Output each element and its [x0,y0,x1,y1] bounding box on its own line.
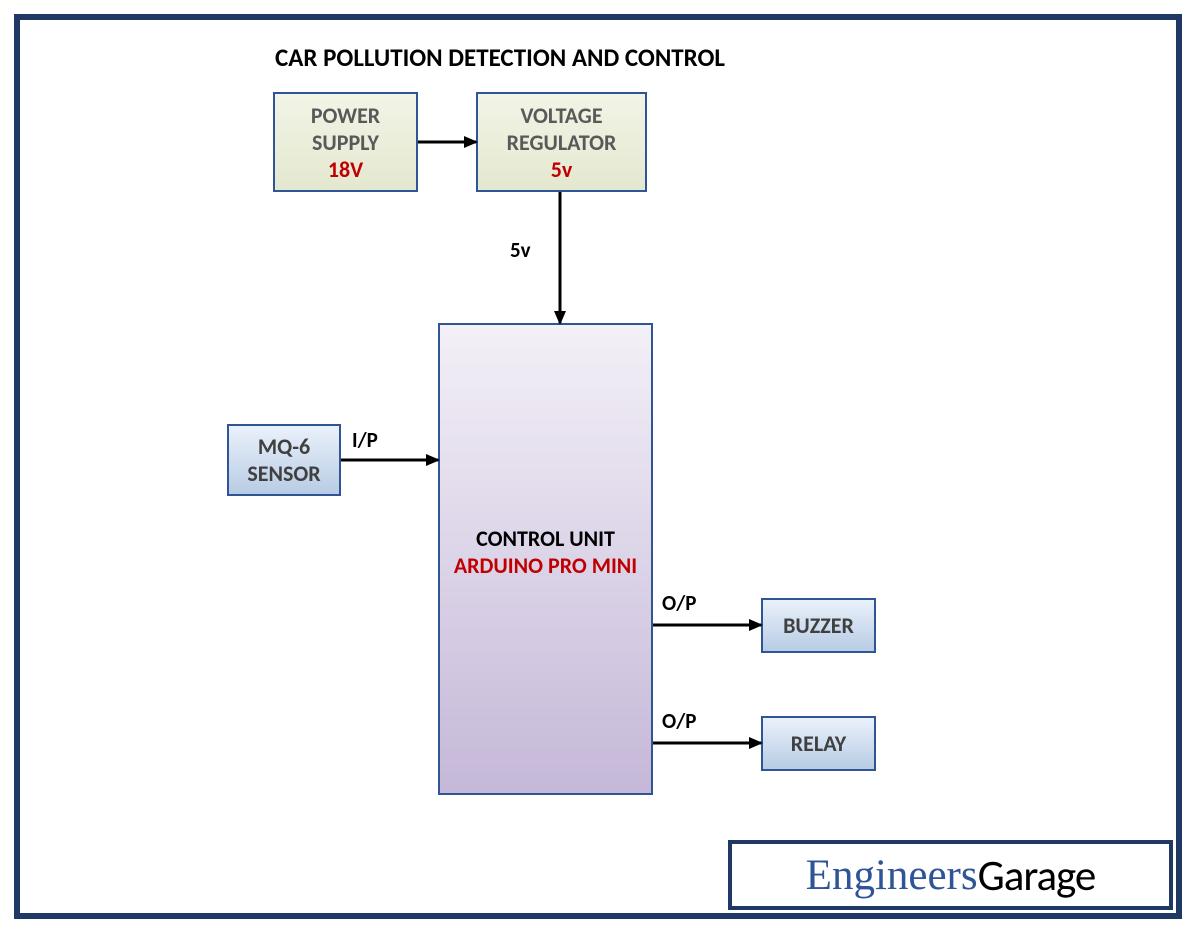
power-supply-label: POWER SUPPLY [275,102,416,156]
control-unit-label: CONTROL UNIT [476,525,615,552]
power-supply-value: 18V [328,156,363,183]
logo-text-black: Garage [978,849,1096,902]
edge-label-control_unit-to-buzzer: O/P [662,590,696,616]
diagram-title: CAR POLLUTION DETECTION AND CONTROL [220,42,780,73]
logo-text-blue: Engineers [806,851,978,900]
voltage-regulator-value: 5v [551,156,573,183]
mq6-sensor-label: MQ-6 SENSOR [229,433,339,487]
buzzer-block: BUZZER [761,598,876,653]
edge-label-mq6_sensor-to-control_unit: I/P [352,427,378,453]
mq6-sensor-block: MQ-6 SENSOR [227,424,341,496]
edge-label-voltage_regulator-to-control_unit: 5v [510,237,531,263]
control-unit-block: CONTROL UNIT ARDUINO PRO MINI [438,323,653,795]
relay-label: RELAY [791,730,846,757]
power-supply-block: POWER SUPPLY 18V [273,92,418,192]
control-unit-value: ARDUINO PRO MINI [454,552,637,579]
voltage-regulator-block: VOLTAGE REGULATOR 5v [476,92,647,192]
voltage-regulator-label: VOLTAGE REGULATOR [478,102,645,156]
edge-label-control_unit-to-relay: O/P [662,708,696,734]
relay-block: RELAY [761,716,876,771]
buzzer-label: BUZZER [783,612,854,639]
logo-box: EngineersGarage [728,840,1173,910]
